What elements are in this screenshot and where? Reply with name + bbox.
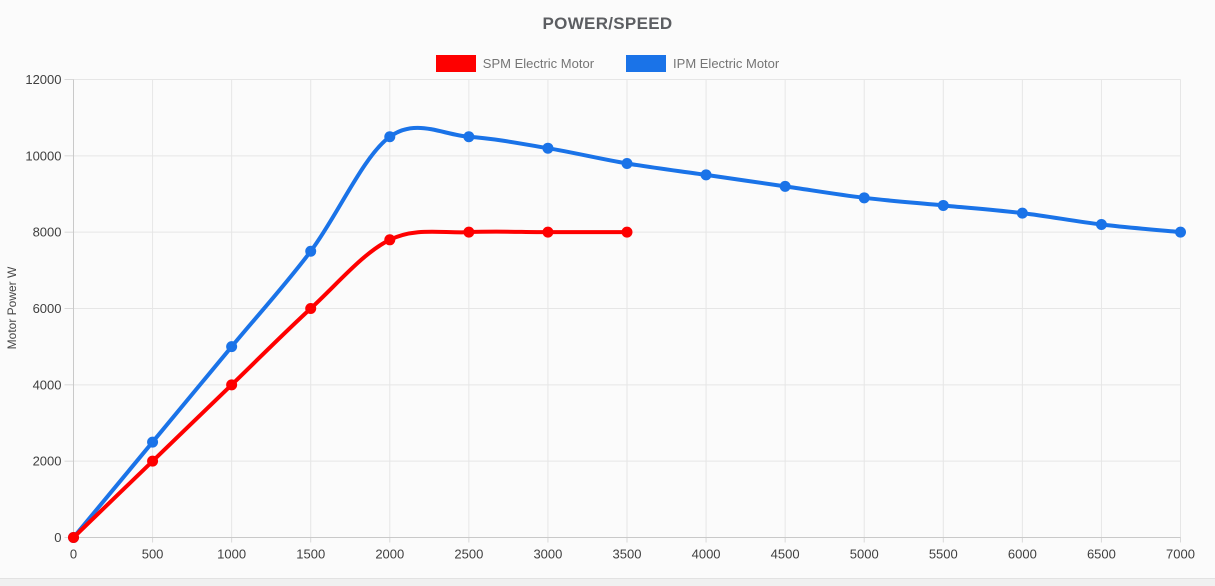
y-axis-title: Motor Power W (5, 266, 19, 350)
x-tick-label: 6000 (1008, 547, 1037, 562)
y-tick-label: 0 (54, 530, 61, 545)
x-tick-label: 5000 (850, 547, 879, 562)
x-tick-label: 7000 (1166, 547, 1195, 562)
data-point-spm[interactable] (621, 226, 633, 238)
chart-legend: SPM Electric Motor IPM Electric Motor (0, 55, 1215, 72)
data-point-ipm[interactable] (1095, 219, 1107, 231)
legend-label-ipm: IPM Electric Motor (673, 56, 780, 71)
data-point-spm[interactable] (226, 379, 238, 391)
x-tick-label: 5500 (929, 547, 958, 562)
legend-item-spm[interactable]: SPM Electric Motor (435, 55, 595, 72)
y-tick-label: 8000 (33, 225, 62, 240)
legend-swatch-ipm (626, 55, 667, 72)
data-point-ipm[interactable] (1016, 207, 1028, 219)
chart-title: POWER/SPEED (542, 14, 673, 33)
y-tick-label: 12000 (25, 72, 61, 87)
data-point-spm[interactable] (147, 455, 159, 467)
data-point-ipm[interactable] (226, 341, 238, 353)
data-point-ipm[interactable] (542, 142, 554, 154)
x-tick-label: 3000 (533, 547, 562, 562)
legend-swatch-spm (435, 55, 476, 72)
data-point-ipm[interactable] (463, 131, 475, 143)
data-point-spm[interactable] (305, 303, 317, 314)
data-point-ipm[interactable] (700, 169, 712, 181)
data-point-ipm[interactable] (147, 436, 159, 448)
data-point-ipm[interactable] (621, 157, 633, 169)
x-tick-label: 4500 (771, 547, 800, 562)
x-tick-label: 4000 (692, 547, 721, 562)
x-tick-label: 3500 (613, 547, 642, 562)
x-tick-label: 0 (70, 547, 77, 562)
y-tick-label: 6000 (33, 301, 62, 316)
data-point-ipm[interactable] (779, 180, 791, 192)
data-point-ipm[interactable] (937, 199, 949, 211)
y-tick-label: 2000 (33, 454, 62, 469)
x-tick-label: 1000 (217, 547, 246, 562)
data-point-spm[interactable] (384, 234, 396, 246)
legend-label-spm: SPM Electric Motor (482, 56, 595, 71)
y-tick-label: 10000 (25, 148, 61, 163)
x-tick-label: 6500 (1087, 547, 1116, 562)
x-tick-label: 500 (142, 547, 164, 562)
data-point-spm[interactable] (463, 226, 475, 238)
x-tick-label: 1500 (296, 547, 325, 562)
x-tick-label: 2500 (454, 547, 483, 562)
data-point-ipm[interactable] (858, 192, 870, 204)
data-point-ipm[interactable] (305, 245, 317, 257)
horizontal-scrollbar[interactable] (0, 578, 1215, 586)
x-tick-label: 2000 (375, 547, 404, 562)
data-point-ipm[interactable] (384, 131, 396, 143)
data-point-spm[interactable] (68, 532, 79, 543)
data-point-spm[interactable] (542, 226, 554, 238)
data-point-ipm[interactable] (1175, 226, 1186, 238)
y-tick-label: 4000 (33, 377, 62, 392)
legend-item-ipm[interactable]: IPM Electric Motor (626, 55, 779, 72)
